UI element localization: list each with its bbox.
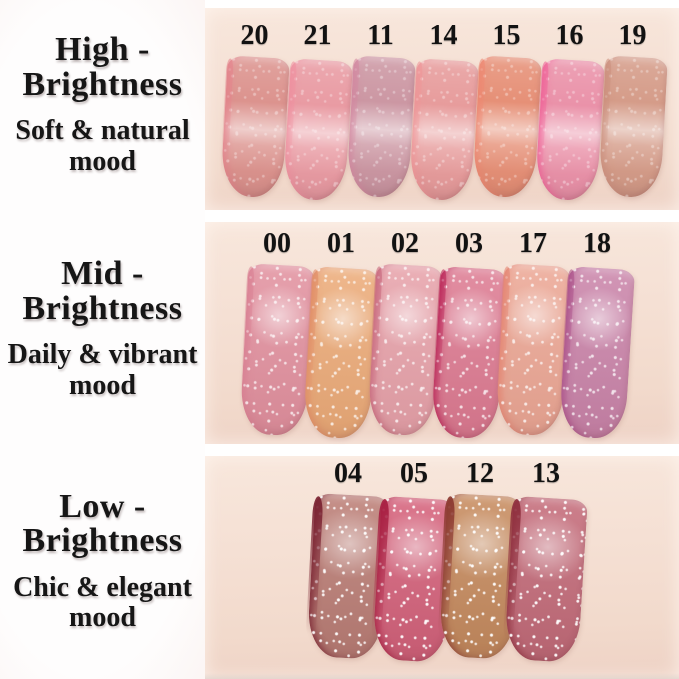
shade-number: 16 <box>555 20 584 51</box>
title-line: Brightness <box>22 65 183 103</box>
shade-number: 20 <box>240 20 269 51</box>
swatch-column-02: 02 <box>367 228 443 437</box>
shade-number: 12 <box>466 458 494 489</box>
mood-line: mood <box>69 145 136 177</box>
mood-line: Daily & vibrant <box>7 339 198 371</box>
label-high-brightness: High - Brightness Soft & natural mood <box>0 0 205 210</box>
gloss-swatch-14 <box>407 58 479 202</box>
title-line: Brightness <box>22 289 183 327</box>
shade-number: 05 <box>400 458 428 489</box>
swatch-column-03: 03 <box>430 228 508 440</box>
shade-number: 15 <box>492 20 521 51</box>
mid-brightness-title: Mid - Brightness <box>22 255 183 327</box>
label-low-brightness: Low - Brightness Chic & elegant mood <box>0 444 205 679</box>
gloss-swatch-18 <box>558 266 636 440</box>
title-line: Brightness <box>22 522 183 560</box>
high-brightness-mood: Soft & natural mood <box>15 115 190 177</box>
swatch-column-04: 04 <box>306 458 390 660</box>
shade-number: 11 <box>367 20 394 51</box>
gloss-swatch-13 <box>503 495 588 664</box>
shade-number: 03 <box>455 228 483 259</box>
swatch-column-20: 20 <box>219 20 290 199</box>
swatch-row-mid: 00 01 02 03 17 18 <box>205 222 679 440</box>
shade-number: 14 <box>429 20 458 51</box>
mood-line: Chic & elegant <box>13 571 192 603</box>
high-brightness-title: High - Brightness <box>22 31 183 103</box>
label-column: High - Brightness Soft & natural mood Mi… <box>0 0 205 679</box>
label-mid-brightness: Mid - Brightness Daily & vibrant mood <box>0 210 205 444</box>
swatch-column-05: 05 <box>371 458 456 664</box>
gloss-swatch-19 <box>597 55 668 199</box>
low-brightness-title: Low - Brightness <box>22 487 183 560</box>
swatch-column-17: 17 <box>495 228 571 437</box>
mood-line: Soft & natural <box>15 115 190 147</box>
gloss-swatch-21 <box>281 58 353 202</box>
swatch-column-01: 01 <box>302 228 380 440</box>
title-line: High - <box>55 31 150 69</box>
swatch-column-18: 18 <box>558 228 636 440</box>
gloss-swatch-03 <box>430 266 508 440</box>
mood-line: mood <box>69 369 136 401</box>
mid-brightness-mood: Daily & vibrant mood <box>7 339 198 401</box>
swatch-column-19: 19 <box>597 20 668 199</box>
shade-number: 01 <box>327 228 355 259</box>
swatch-column-14: 14 <box>407 20 479 202</box>
shade-number: 21 <box>303 20 332 51</box>
swatch-column-21: 21 <box>281 20 353 202</box>
gloss-swatch-20 <box>219 55 290 199</box>
swatch-column-11: 11 <box>345 20 416 199</box>
shade-number: 19 <box>618 20 647 51</box>
title-line: Mid - <box>61 255 144 293</box>
swatch-column-13: 13 <box>503 458 588 664</box>
gloss-swatch-15 <box>471 55 542 199</box>
photo-panel-mid-brightness: 00 01 02 03 17 18 <box>205 222 679 444</box>
low-brightness-mood: Chic & elegant mood <box>13 571 192 634</box>
gloss-swatch-01 <box>302 266 380 440</box>
shade-number: 00 <box>263 228 291 259</box>
shade-number: 13 <box>532 458 560 489</box>
shade-number: 17 <box>519 228 547 259</box>
gloss-swatch-11 <box>345 55 416 199</box>
shade-number: 02 <box>391 228 419 259</box>
swatch-column-00: 00 <box>239 228 315 437</box>
swatch-column-16: 16 <box>533 20 605 202</box>
swatch-photo-column: 20 21 11 14 15 16 19 00 01 02 03 17 18 04 05 12 13 <box>205 0 679 679</box>
swatch-row-high: 20 21 11 14 15 16 19 <box>205 8 679 202</box>
photo-panel-high-brightness: 20 21 11 14 15 16 19 <box>205 8 679 210</box>
photo-panel-low-brightness: 04 05 12 13 <box>205 456 679 679</box>
shade-number: 04 <box>334 458 362 489</box>
swatch-column-15: 15 <box>471 20 542 199</box>
gloss-swatch-16 <box>533 58 605 202</box>
title-line: Low - <box>59 487 146 525</box>
mood-line: mood <box>69 602 136 634</box>
swatch-column-12: 12 <box>438 458 522 660</box>
swatch-row-low: 04 05 12 13 <box>205 456 679 664</box>
shade-number: 18 <box>583 228 611 259</box>
